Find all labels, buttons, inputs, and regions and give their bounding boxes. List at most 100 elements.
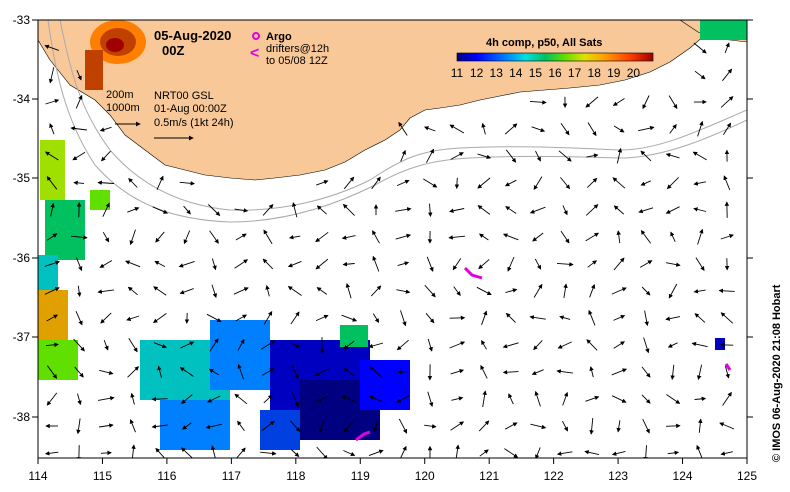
current-arrow [151, 396, 168, 402]
current-arrow [643, 445, 648, 458]
current-arrow [723, 175, 731, 191]
current-arrow [613, 257, 625, 271]
current-arrow [70, 235, 88, 240]
colorbar [456, 52, 654, 62]
current-arrow [424, 284, 436, 298]
current-arrow [425, 313, 435, 324]
lon-tick-label: 114 [28, 469, 47, 483]
current-arrow [693, 289, 706, 294]
current-arrow [341, 395, 357, 403]
current-arrow [502, 369, 519, 375]
current-arrow [613, 205, 624, 215]
current-arrow [504, 422, 518, 430]
current-arrow [612, 177, 626, 189]
current-arrow [644, 310, 649, 327]
product-line-3: 0.5m/s (1kt 24h) [154, 117, 233, 129]
current-arrow [129, 419, 136, 433]
drifters-label-2: to 05/08 12Z [266, 55, 328, 67]
current-arrow [534, 258, 542, 270]
current-arrow [44, 287, 60, 295]
current-arrow [611, 450, 626, 456]
current-arrow [154, 261, 166, 267]
current-arrow [427, 338, 433, 352]
current-arrow [638, 125, 655, 132]
current-arrow [75, 311, 83, 326]
current-arrow [315, 258, 329, 270]
lon-tick-label: 118 [286, 469, 305, 483]
drifter-track [463, 266, 483, 280]
current-arrow [427, 203, 433, 218]
current-arrow [103, 339, 109, 351]
current-arrow [316, 446, 328, 458]
current-arrow [557, 341, 572, 349]
current-arrow [450, 421, 465, 431]
current-arrow [698, 418, 703, 433]
current-arrow [695, 257, 705, 272]
current-arrow [100, 150, 111, 162]
current-arrow [449, 124, 465, 134]
current-arrow [641, 394, 651, 404]
current-arrow [692, 151, 707, 161]
current-arrow [533, 283, 543, 298]
current-arrow [209, 338, 219, 352]
current-arrow [234, 259, 249, 269]
current-arrow [291, 202, 298, 218]
lon-tick-label: 123 [608, 469, 628, 483]
current-arrow [720, 234, 734, 240]
current-arrow [481, 310, 488, 325]
current-arrow [342, 203, 355, 216]
current-arrow [613, 125, 625, 133]
current-arrow [368, 449, 384, 457]
current-arrow [70, 126, 87, 131]
current-arrow [616, 230, 621, 244]
current-arrow [400, 445, 407, 458]
current-arrow [722, 391, 732, 406]
current-arrow [183, 230, 191, 245]
current-arrow [529, 206, 546, 214]
current-arrow [260, 340, 276, 350]
sst-warm-patch [85, 20, 146, 90]
current-arrow [534, 390, 541, 407]
current-arrow [589, 283, 596, 298]
current-arrow [48, 67, 55, 84]
colorbar-tick-label: 15 [529, 66, 543, 80]
current-arrow [478, 259, 490, 270]
current-arrow [724, 42, 730, 54]
current-arrow [556, 451, 573, 456]
current-arrow [665, 316, 681, 321]
current-arrow [639, 260, 653, 268]
current-arrow [505, 312, 516, 323]
current-arrow [369, 366, 383, 378]
current-arrow [127, 286, 138, 296]
current-arrow [47, 365, 58, 379]
current-arrow [586, 177, 598, 188]
current-arrow [585, 395, 600, 402]
lon-tick-label: 116 [157, 469, 176, 483]
current-arrow [343, 450, 356, 457]
current-arrow [49, 123, 55, 135]
current-arrow [125, 260, 141, 268]
current-arrow [155, 447, 165, 458]
current-arrow [265, 284, 270, 297]
current-arrow [290, 342, 301, 348]
current-arrow [235, 233, 247, 241]
current-arrow [395, 207, 412, 212]
lat-tick-label: -36 [13, 251, 31, 265]
current-arrow [507, 256, 515, 272]
current-arrow [290, 449, 300, 458]
current-arrow [666, 177, 679, 190]
current-arrow [73, 180, 85, 186]
current-arrow [46, 314, 59, 322]
current-arrow [46, 176, 58, 190]
current-arrow [694, 396, 707, 402]
current-arrow [449, 341, 466, 349]
current-arrow [260, 451, 277, 456]
current-arrow [558, 150, 572, 162]
current-arrow [535, 447, 541, 458]
current-arrow [131, 444, 136, 458]
current-arrow [99, 126, 112, 132]
current-arrow [640, 180, 651, 186]
current-arrow [211, 284, 218, 299]
colorbar-ticks: 11 12 13 14 15 16 17 18 19 20 [451, 66, 641, 80]
current-arrow [586, 339, 598, 351]
